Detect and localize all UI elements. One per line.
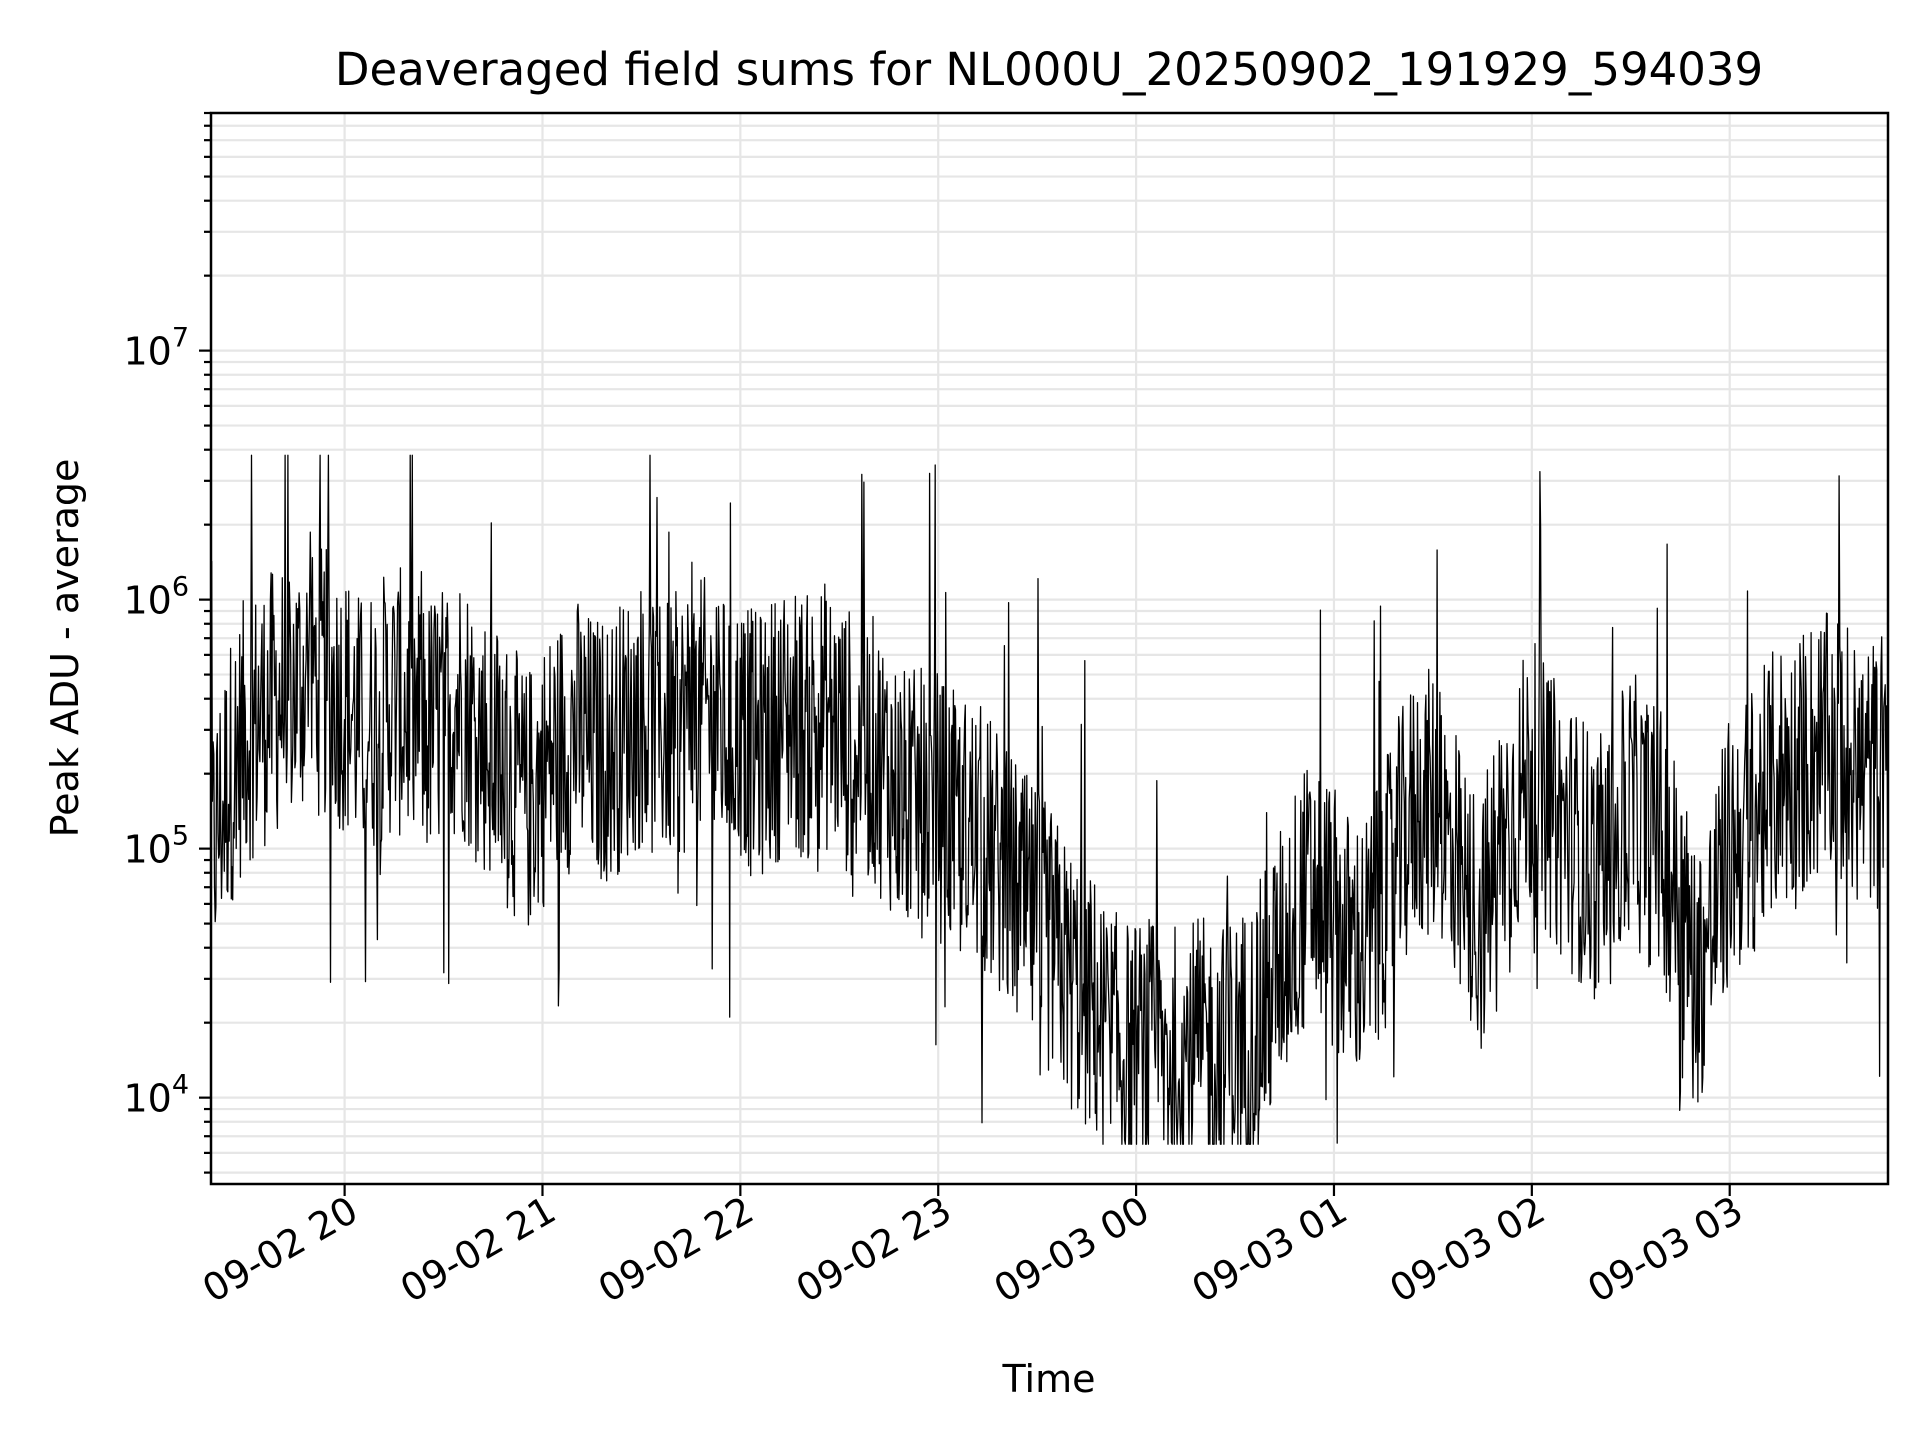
y-axis-label: Peak ADU - average [43,459,87,838]
y-tick-label: 107 [123,323,189,374]
y-tick-base: 10 [123,330,171,374]
y-tick-label: 106 [123,572,189,623]
y-tick-exponent: 5 [172,821,189,852]
x-axis-label: Time [1002,1357,1096,1401]
series-line [210,454,1889,1145]
y-tick-exponent: 7 [172,323,189,354]
y-tick-base: 10 [123,828,171,872]
y-tick-label: 105 [123,821,189,872]
y-tick-exponent: 4 [172,1070,189,1101]
series-layer [210,454,1889,1145]
y-tick-base: 10 [123,1077,171,1121]
y-tick-base: 10 [123,579,171,623]
y-tick-exponent: 6 [172,572,189,603]
y-tick-label: 104 [123,1070,189,1121]
plot-area-frame [209,111,1890,1186]
chart-title: Deaveraged field sums for NL000U_2025090… [335,43,1763,96]
